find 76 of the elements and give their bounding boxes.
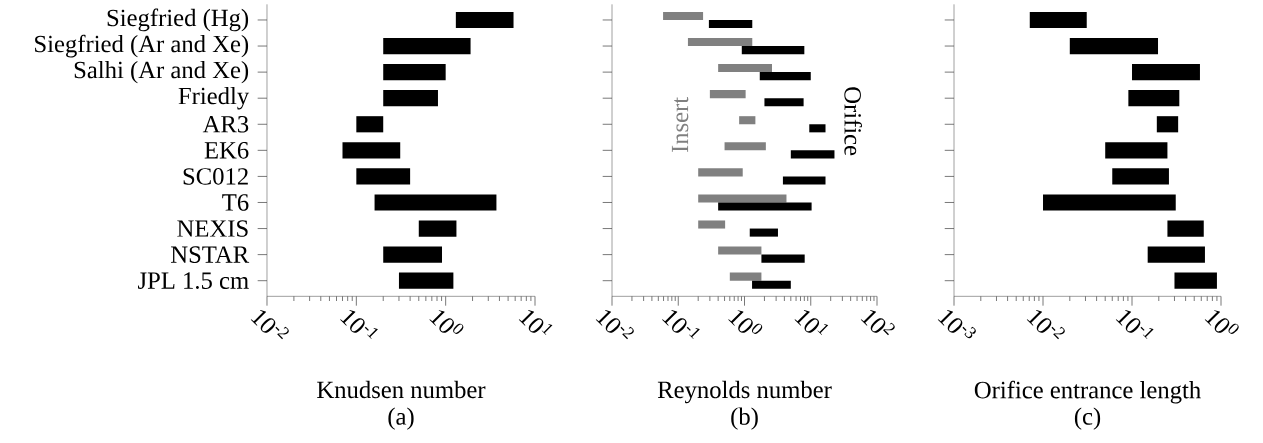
text: (b)	[731, 407, 758, 430]
bar	[790, 150, 835, 159]
text: (c)	[1074, 407, 1101, 430]
bar	[759, 72, 811, 81]
bar	[761, 254, 805, 263]
bar	[698, 220, 726, 229]
bar	[383, 90, 438, 107]
bar	[1174, 272, 1217, 289]
x-tick-label: 10$^{-1}$	[340, 310, 378, 340]
bar	[698, 168, 743, 177]
y-tick-label: SC012	[183, 168, 248, 185]
bar	[782, 176, 826, 185]
x-axis-title: Reynolds number	[657, 380, 832, 404]
bar	[398, 272, 454, 289]
x-tick-label: 10$^{0}$	[728, 310, 763, 334]
y-tick-label: Salhi (Ar and Xe)	[74, 60, 249, 84]
bar	[739, 116, 756, 125]
bar	[374, 194, 497, 211]
x-tick-label: 10$^{-2}$	[250, 310, 289, 340]
bar	[1167, 220, 1204, 237]
text: Orifice	[844, 87, 862, 156]
bar	[687, 37, 753, 47]
bar	[383, 64, 446, 81]
bar	[718, 246, 762, 255]
y-tick-label: NEXIS	[177, 220, 248, 237]
y-tick-label: Siegfried (Ar and Xe)	[35, 34, 249, 58]
bar	[809, 124, 826, 133]
bar	[764, 98, 804, 107]
x-tick-label: 10$^{0}$	[429, 310, 464, 334]
x-tick-label: 10$^{1}$	[794, 310, 829, 336]
bar	[1112, 168, 1169, 185]
bar	[729, 272, 762, 281]
bar	[455, 11, 514, 29]
bar	[752, 280, 791, 289]
x-tick-label: 10$^{-2}$	[595, 310, 634, 340]
bar	[724, 142, 766, 151]
bar	[708, 19, 753, 29]
bar	[1128, 90, 1180, 107]
x-tick-label: 10$^{2}$	[860, 310, 895, 336]
y-tick-label: AR3	[202, 115, 249, 133]
y-tick-label: JPL 1.5 cm	[138, 272, 249, 290]
bar	[383, 37, 471, 55]
bar	[1105, 142, 1168, 159]
y-tick-label: NSTAR	[171, 246, 250, 263]
bar	[663, 11, 704, 20]
bar	[383, 246, 443, 263]
bar	[1029, 11, 1087, 29]
bar	[418, 220, 457, 237]
x-tick-label: 10$^{-1}$	[1115, 310, 1154, 340]
y-tick-label: Siegfried (Hg)	[107, 8, 249, 32]
bar	[1132, 64, 1200, 81]
bar	[709, 90, 746, 99]
x-tick-label: 10$^{0}$	[1204, 310, 1239, 334]
x-tick-label: 10$^{-1}$	[662, 310, 700, 340]
bar	[749, 228, 778, 237]
y-tick-label: Friedly	[178, 86, 250, 110]
bar	[741, 46, 805, 55]
x-axis-title: Knudsen number	[317, 380, 486, 399]
bar	[1147, 246, 1205, 263]
bar	[1043, 194, 1176, 211]
y-tick-label: EK6	[204, 142, 249, 159]
bar	[1069, 37, 1159, 55]
bar	[698, 194, 787, 203]
bar	[342, 142, 401, 159]
x-tick-label: 10$^{1}$	[518, 310, 553, 336]
x-axis-title: Orifice entrance length	[974, 380, 1201, 404]
bar	[356, 168, 411, 185]
text: (a)	[388, 407, 414, 430]
bar	[1156, 116, 1179, 133]
bar	[356, 116, 384, 133]
bar	[718, 64, 772, 73]
x-tick-label: 10$^{-3}$	[937, 310, 976, 339]
bar	[718, 202, 812, 211]
x-tick-label: 10$^{-2}$	[1026, 310, 1065, 340]
y-tick-label: T6	[222, 194, 249, 211]
text: Insert	[671, 96, 689, 153]
